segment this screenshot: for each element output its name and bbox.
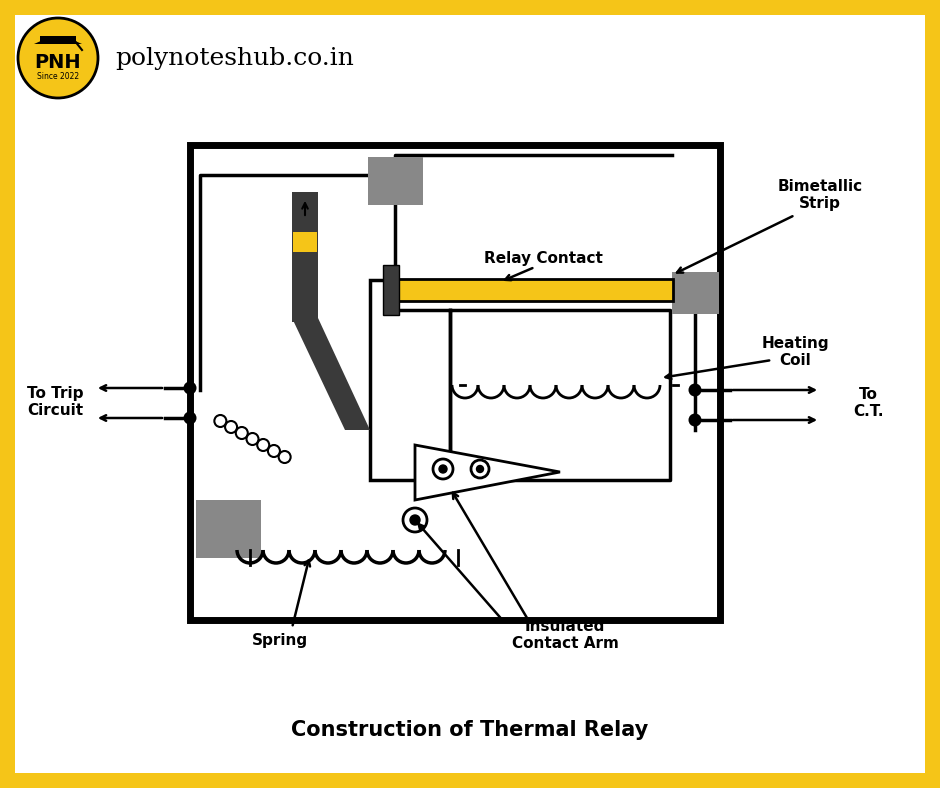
Polygon shape xyxy=(370,280,450,480)
Text: To Trip
Circuit: To Trip Circuit xyxy=(26,386,84,418)
Text: Spring: Spring xyxy=(252,633,308,648)
Bar xyxy=(40,36,76,44)
Circle shape xyxy=(183,381,196,395)
Text: Relay Contact: Relay Contact xyxy=(483,251,603,266)
Text: Insulated
Contact Arm: Insulated Contact Arm xyxy=(511,619,619,651)
Polygon shape xyxy=(292,318,370,430)
Circle shape xyxy=(471,460,489,478)
Bar xyxy=(196,500,261,558)
Bar xyxy=(383,265,399,315)
Bar xyxy=(672,272,719,314)
Circle shape xyxy=(433,459,453,479)
Circle shape xyxy=(18,18,98,98)
Bar xyxy=(293,232,317,252)
Text: Construction of Thermal Relay: Construction of Thermal Relay xyxy=(291,720,649,740)
Text: PNH: PNH xyxy=(35,53,82,72)
Text: To
C.T.: To C.T. xyxy=(853,387,884,419)
Bar xyxy=(368,157,423,205)
Circle shape xyxy=(403,508,427,532)
Text: polynoteshub.co.in: polynoteshub.co.in xyxy=(115,46,353,69)
Circle shape xyxy=(439,465,447,473)
Text: Since 2022: Since 2022 xyxy=(37,72,79,80)
Circle shape xyxy=(688,384,701,396)
Bar xyxy=(292,192,318,322)
Text: Heating
Coil: Heating Coil xyxy=(761,336,829,368)
Circle shape xyxy=(183,411,196,425)
Bar xyxy=(190,145,720,620)
Text: Bimetallic
Strip: Bimetallic Strip xyxy=(777,179,863,211)
Polygon shape xyxy=(415,445,560,500)
Circle shape xyxy=(688,414,701,426)
Circle shape xyxy=(477,466,483,473)
Circle shape xyxy=(410,515,420,525)
Text: Polynoteshub.co.in: Polynoteshub.co.in xyxy=(275,361,564,500)
Bar xyxy=(393,279,673,301)
Polygon shape xyxy=(34,36,82,44)
